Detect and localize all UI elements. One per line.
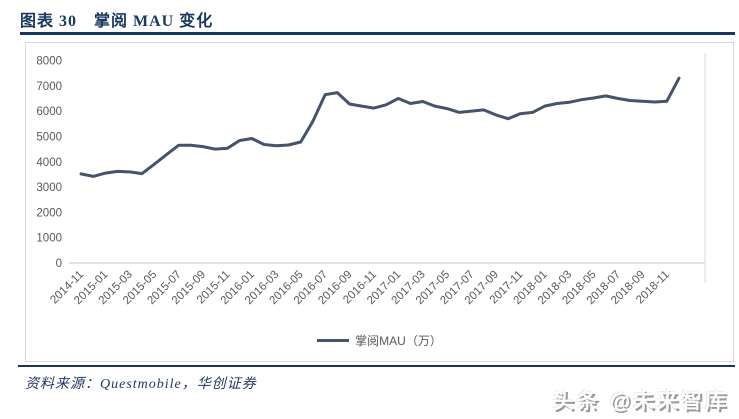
- y-tick-label: 1000: [36, 233, 62, 245]
- y-tick-label: 2000: [36, 207, 62, 219]
- source-text: 资料来源：Questmobile，华创证券: [25, 377, 257, 392]
- y-tick-label: 3000: [36, 182, 62, 194]
- chart-panel: 0 1000 2000 3000 4000 5000 6000 7000 8000 2014-11…: [25, 42, 734, 362]
- y-tick-label: 0: [56, 258, 62, 270]
- legend-label: 掌阅MAU（万）: [355, 334, 442, 348]
- chart-legend: 掌阅MAU（万）: [26, 332, 733, 349]
- y-tick-label: 6000: [36, 106, 62, 118]
- title-rule: [20, 32, 735, 35]
- mau-series-line: [79, 76, 681, 178]
- watermark-text: 头条 @未来智库: [552, 390, 729, 413]
- mau-line-chart: 0100020003000400050006000700080002014-11…: [36, 53, 706, 307]
- y-tick-label: 5000: [36, 131, 62, 143]
- footer-rule: [18, 365, 735, 367]
- y-tick-label: 4000: [36, 157, 62, 169]
- page-title: 图表 30 掌阅 MAU 变化: [20, 13, 214, 30]
- y-tick-label: 8000: [36, 56, 62, 68]
- y-tick-label: 7000: [36, 81, 62, 93]
- legend-line-sample: [317, 339, 350, 342]
